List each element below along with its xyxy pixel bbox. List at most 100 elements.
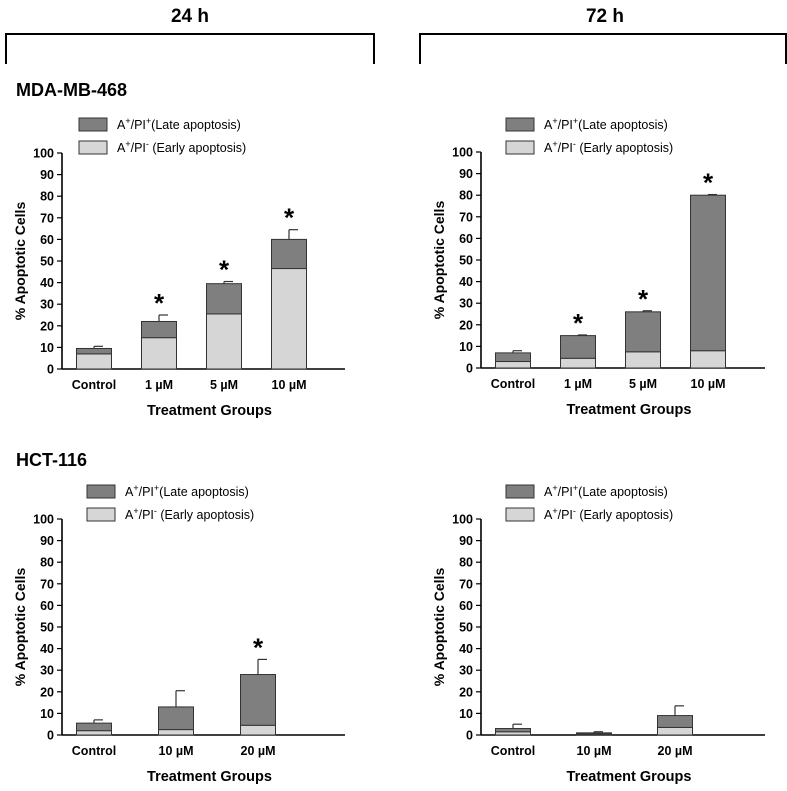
chart-hct-24h: A+/PI+(Late apoptosis)A+/PI- (Early apop… [12, 483, 345, 785]
y-tick-label: 30 [459, 297, 473, 311]
legend-text-part: + [552, 483, 557, 493]
y-axis-label: % Apoptotic Cells [12, 202, 28, 321]
category-label: 10 µM [577, 744, 612, 758]
legend-text-part: + [146, 116, 151, 126]
y-tick-label: 30 [40, 664, 54, 678]
chart-mda-72h: A+/PI+(Late apoptosis) A+/PI- (Early apop… [431, 116, 765, 418]
category-label: Control [72, 744, 116, 758]
legend-text-part: (Early apoptosis) [157, 508, 254, 522]
y-tick-label: 70 [40, 577, 54, 591]
legend-text-part: A [125, 508, 134, 522]
y-tick-label: 90 [40, 534, 54, 548]
y-tick-label: 50 [459, 254, 473, 268]
category-label: 10 µM [691, 377, 726, 391]
y-tick-label: 50 [459, 621, 473, 635]
legend-swatch-early [505, 507, 535, 522]
y-tick-label: 10 [459, 340, 473, 354]
bracket-72h [419, 33, 787, 64]
bar-early [690, 350, 726, 369]
legend-text-part: (Early apoptosis) [576, 508, 673, 522]
significance-marker: * [219, 255, 230, 285]
legend-text-part: A [544, 141, 553, 155]
y-tick-label: 70 [40, 211, 54, 225]
y-tick-label: 60 [459, 599, 473, 613]
y-tick-label: 10 [40, 707, 54, 721]
row-label-mda: MDA-MB-468 [16, 80, 127, 100]
significance-marker: * [573, 308, 584, 338]
bar-late [76, 347, 112, 355]
significance-marker: * [703, 168, 714, 198]
legend-text-part: + [133, 506, 138, 516]
y-tick-label: 80 [40, 190, 54, 204]
legend-label-late: A+/PI+(Late apoptosis) [544, 116, 668, 132]
header-72h: 72 h [586, 6, 624, 27]
y-tick-label: 40 [459, 642, 473, 656]
row-label-hct: HCT-116 [16, 450, 87, 470]
category-label: 5 µM [210, 378, 238, 392]
y-tick-label: 30 [459, 664, 473, 678]
bar-early [560, 357, 596, 369]
y-tick-label: 30 [40, 298, 54, 312]
legend-swatch-late [86, 484, 116, 499]
legend-text-part: A [125, 485, 134, 499]
legend-text-part: - [146, 139, 149, 149]
legend-text-part: - [573, 506, 576, 516]
bar-late [495, 352, 531, 363]
bar-late [495, 728, 531, 733]
y-tick-label: 60 [459, 232, 473, 246]
y-tick-label: 10 [40, 341, 54, 355]
legend-label-early: A+/PI- (Early apoptosis) [544, 506, 673, 522]
header-24h: 24 h [171, 6, 209, 27]
x-axis-label: Treatment Groups [567, 402, 692, 418]
bar-early [141, 337, 177, 370]
legend-label-late: A+/PI+(Late apoptosis) [117, 116, 241, 132]
legend-swatch-late [78, 117, 108, 132]
legend-label-late: A+/PI+(Late apoptosis) [125, 483, 249, 499]
y-axis-label: % Apoptotic Cells [12, 568, 28, 687]
legend-label-late: A+/PI+(Late apoptosis) [544, 483, 668, 499]
y-tick-label: 40 [459, 275, 473, 289]
category-label: 10 µM [272, 378, 307, 392]
y-axis-label: % Apoptotic Cells [431, 568, 447, 687]
legend-label-early: A+/PI- (Early apoptosis) [544, 139, 673, 155]
category-label: Control [491, 744, 535, 758]
legend-text-part: + [133, 483, 138, 493]
y-tick-label: 90 [459, 534, 473, 548]
bar-late [576, 732, 612, 735]
bar-early [240, 724, 276, 736]
category-label: 5 µM [629, 377, 657, 391]
y-tick-label: 80 [40, 556, 54, 570]
category-label: 1 µM [564, 377, 592, 391]
y-axis-label: % Apoptotic Cells [431, 201, 447, 320]
x-axis-label: Treatment Groups [147, 769, 272, 785]
legend-text-part: /PI [139, 485, 154, 499]
legend-text-part: /PI [139, 508, 154, 522]
y-tick-label: 100 [452, 513, 473, 527]
y-tick-label: 50 [40, 621, 54, 635]
legend-text-part: /PI [558, 118, 573, 132]
y-tick-label: 20 [459, 318, 473, 332]
legend-swatch-late [505, 117, 535, 132]
y-tick-label: 0 [466, 362, 473, 376]
bar-late [158, 706, 194, 731]
bar-late [240, 674, 276, 726]
category-label: 10 µM [159, 744, 194, 758]
y-tick-label: 60 [40, 599, 54, 613]
bar-late [690, 194, 726, 352]
y-tick-label: 70 [459, 210, 473, 224]
legend-text-part: /PI [558, 508, 573, 522]
y-tick-label: 20 [40, 685, 54, 699]
y-tick-label: 90 [40, 168, 54, 182]
legend-text-part: /PI [558, 485, 573, 499]
legend-swatch-early [86, 507, 116, 522]
legend-swatch-early [505, 140, 535, 155]
y-tick-label: 40 [40, 642, 54, 656]
y-tick-label: 0 [47, 729, 54, 743]
legend-text-part: /PI [131, 141, 146, 155]
legend-label-early: A+/PI- (Early apoptosis) [117, 139, 246, 155]
y-tick-label: 100 [452, 146, 473, 160]
y-tick-label: 90 [459, 167, 473, 181]
bar-early [206, 313, 242, 370]
legend-text-part: (Late apoptosis) [578, 118, 668, 132]
